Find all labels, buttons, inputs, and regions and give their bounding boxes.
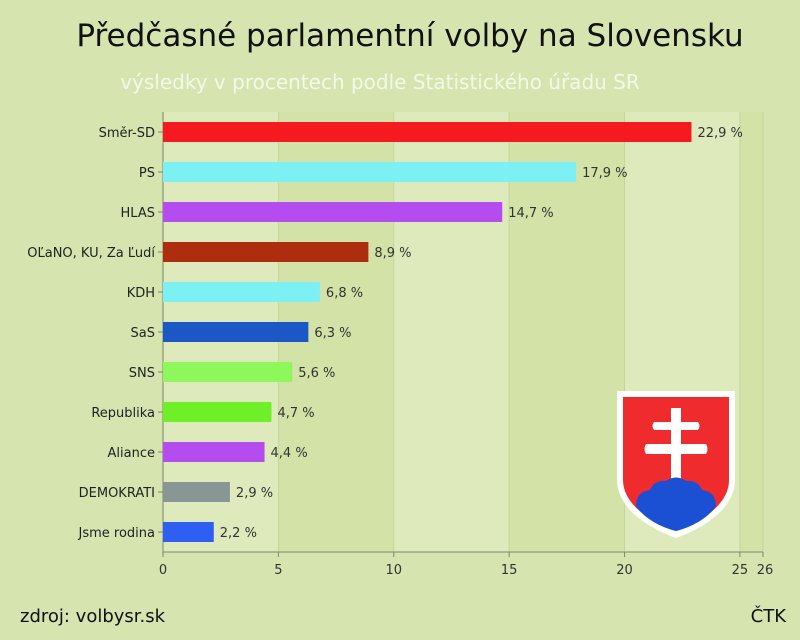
bar — [163, 402, 272, 422]
x-tick-label: 20 — [616, 563, 633, 578]
x-tick-label: 10 — [385, 563, 402, 578]
category-label: Aliance — [108, 446, 155, 461]
value-label: 14,7 % — [508, 206, 553, 221]
category-label: SNS — [129, 366, 155, 381]
value-label: 22,9 % — [697, 126, 742, 141]
category-label: Republika — [91, 406, 155, 421]
bar — [163, 362, 293, 382]
source-note: zdroj: volbysr.sk — [20, 606, 166, 627]
bar — [163, 242, 369, 262]
value-label: 8,9 % — [374, 246, 411, 261]
chart-title: Předčasné parlamentní volby na Slovensku — [76, 18, 744, 54]
chart-subtitle: výsledky v procentech podle Statistickéh… — [120, 70, 640, 94]
category-label: OĽaNO, KU, Za Ľudí — [27, 246, 155, 261]
category-label: KDH — [127, 286, 155, 301]
plot-band — [393, 112, 510, 552]
value-label: 6,8 % — [326, 286, 363, 301]
bar — [163, 282, 320, 302]
bar — [163, 202, 503, 222]
value-label: 2,2 % — [220, 526, 257, 541]
x-tick-label: 25 — [732, 563, 749, 578]
value-label: 5,6 % — [298, 366, 335, 381]
x-tick-label: 5 — [274, 563, 282, 578]
x-tick-label: 15 — [501, 563, 518, 578]
value-label: 4,7 % — [277, 406, 314, 421]
bar — [163, 322, 309, 342]
bar — [163, 122, 692, 142]
value-label: 17,9 % — [582, 166, 627, 181]
value-label: 2,9 % — [236, 486, 273, 501]
x-tick-label: 0 — [159, 563, 167, 578]
category-label: SaS — [131, 326, 155, 341]
bar — [163, 522, 214, 542]
bar — [163, 482, 230, 502]
plot-band — [739, 112, 763, 552]
x-tick-label: 26 — [757, 563, 774, 578]
category-label: Směr-SD — [99, 126, 155, 141]
value-label: 4,4 % — [271, 446, 308, 461]
bar — [163, 162, 577, 182]
value-label: 6,3 % — [314, 326, 351, 341]
agency-credit: ČTK — [750, 606, 786, 627]
slovak-coat-of-arms-icon — [617, 391, 735, 538]
bar-chart: 0 5 10 15 20 25 26 Směr-SD 22,9 % PS 17,9 % HLAS 14,… — [27, 112, 774, 578]
plot-band — [509, 112, 625, 552]
bar — [163, 442, 265, 462]
category-label: Jsme rodina — [78, 526, 155, 541]
category-label: PS — [139, 166, 155, 181]
category-label: DEMOKRATI — [79, 486, 155, 501]
category-label: HLAS — [121, 206, 155, 221]
